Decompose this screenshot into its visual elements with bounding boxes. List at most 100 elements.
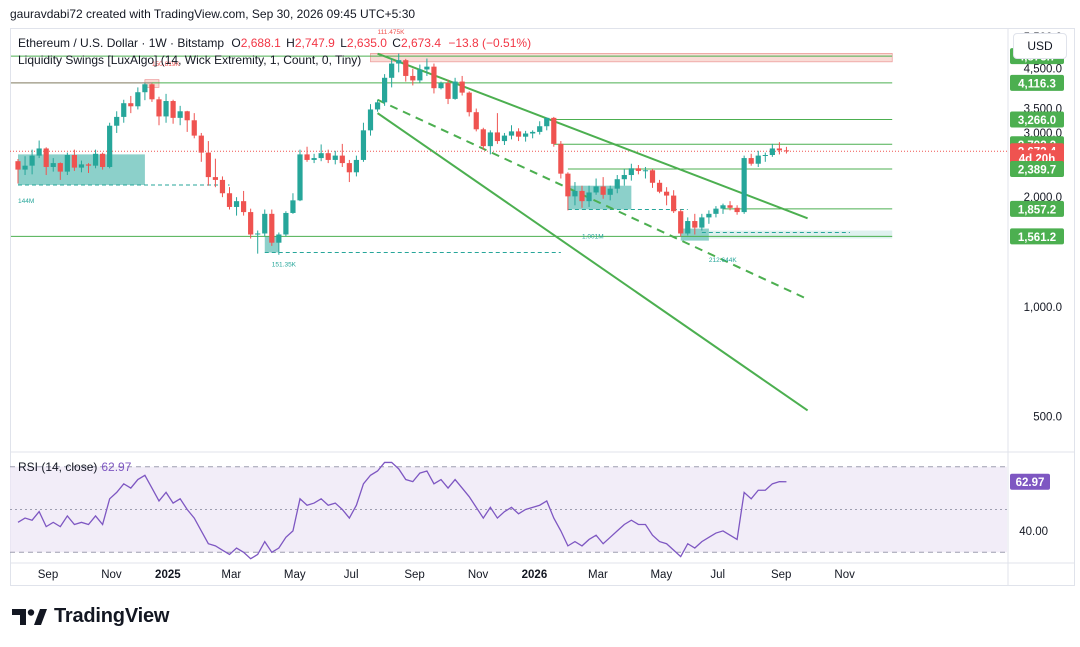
candle-body: [424, 66, 430, 70]
candle-body: [600, 186, 606, 195]
candle: [283, 211, 289, 237]
candle-body: [121, 103, 127, 117]
price-label-text: 4,116.3: [1018, 78, 1056, 90]
time-axis-tick: 2025: [155, 569, 181, 581]
candle-body: [374, 102, 381, 110]
candle: [121, 99, 127, 123]
candle-body: [614, 179, 620, 189]
candle-body: [64, 155, 70, 172]
candle-body: [36, 148, 42, 156]
tradingview-logo[interactable]: TradingView: [12, 605, 169, 628]
candle: [135, 87, 141, 110]
price-axis-tick: 4,500.0: [1024, 64, 1062, 76]
candle-body: [304, 154, 310, 160]
candle-body: [233, 201, 240, 207]
candle: [374, 99, 381, 112]
rsi-legend-title: RSI (14, close): [18, 460, 98, 474]
candle-body: [445, 83, 451, 99]
price-label-bg: [1010, 111, 1064, 128]
candle: [50, 158, 56, 172]
candle-body: [78, 164, 85, 168]
candle: [156, 96, 162, 126]
candle: [262, 209, 268, 237]
candle-body: [537, 126, 543, 132]
candle-body: [734, 207, 740, 213]
candle-body: [15, 161, 21, 170]
candle: [92, 149, 99, 169]
candle: [128, 95, 134, 114]
candle: [311, 153, 317, 164]
candle-body: [692, 221, 698, 228]
indicator-legend[interactable]: Liquidity Swings [LuxAlgo] (14, Wick Ext…: [18, 53, 362, 67]
candle: [191, 113, 197, 139]
legend-line-symbol: Ethereum / U.S. Dollar · 1W · Bitstamp O…: [18, 35, 531, 52]
candle-body: [276, 234, 282, 243]
candle: [480, 127, 486, 150]
price-label-text: 2,389.7: [1018, 164, 1056, 176]
candle: [621, 168, 627, 186]
candle-body: [163, 101, 169, 117]
candle: [664, 187, 670, 206]
candle: [57, 162, 63, 180]
candle-body: [205, 152, 211, 178]
candle-body: [727, 205, 733, 208]
rsi-line: [17, 461, 787, 560]
candle-body: [135, 92, 141, 107]
candle: [614, 175, 620, 194]
candle: [600, 177, 606, 199]
candle-body: [71, 155, 77, 168]
candle: [100, 152, 106, 170]
price-label: 3,266.0: [1010, 111, 1064, 128]
candle-body: [748, 158, 754, 164]
candle: [85, 163, 92, 173]
candle-body: [22, 165, 28, 170]
candle: [219, 176, 226, 198]
candle: [649, 168, 656, 188]
candle-body: [544, 117, 550, 127]
rsi-last-label: 62.97: [1016, 477, 1045, 489]
candle: [107, 122, 113, 169]
candle-body: [346, 163, 352, 173]
candle: [205, 141, 211, 186]
trendline-2: [376, 112, 809, 412]
time-axis-tick: Jul: [344, 569, 359, 581]
candle-body: [586, 192, 592, 202]
price-label-bg: [1010, 228, 1064, 245]
ohlc-low: 2,635.0: [346, 36, 387, 50]
candle: [325, 149, 331, 164]
candle-body: [262, 213, 268, 234]
rsi-panel: 40.00 62.97: [10, 461, 1050, 560]
candle-body: [431, 66, 437, 89]
ohlc-low-label: L: [340, 36, 347, 50]
candle: [431, 63, 437, 94]
candle-body: [325, 153, 331, 160]
candle-body: [170, 101, 176, 118]
time-axis-tick: Nov: [101, 569, 122, 581]
price-label: 2,389.7: [1010, 160, 1064, 177]
candle: [565, 172, 571, 211]
candle: [727, 201, 733, 211]
candle: [551, 116, 557, 147]
liquidity-levels: [10, 55, 1007, 254]
candle-body: [769, 148, 775, 156]
candle: [226, 187, 233, 210]
candle-body: [269, 213, 275, 243]
candle-body: [741, 158, 747, 213]
rsi-legend[interactable]: RSI (14, close) 62.97: [18, 460, 131, 474]
candle: [558, 141, 564, 179]
price-label-text: 3,266.0: [1018, 115, 1056, 127]
price-label-bg: [1010, 160, 1064, 177]
candle: [332, 150, 338, 165]
candle: [494, 113, 500, 144]
grid-layer: [10, 29, 1074, 585]
time-axis-tick: Mar: [588, 569, 608, 581]
candle-body: [523, 133, 529, 137]
candle-body: [50, 163, 56, 167]
trendlines: [376, 52, 809, 412]
candle: [508, 125, 515, 140]
candle-body: [184, 111, 190, 121]
candle-body: [508, 131, 515, 136]
candle-body: [494, 132, 500, 142]
currency-button[interactable]: USD: [1013, 33, 1067, 59]
